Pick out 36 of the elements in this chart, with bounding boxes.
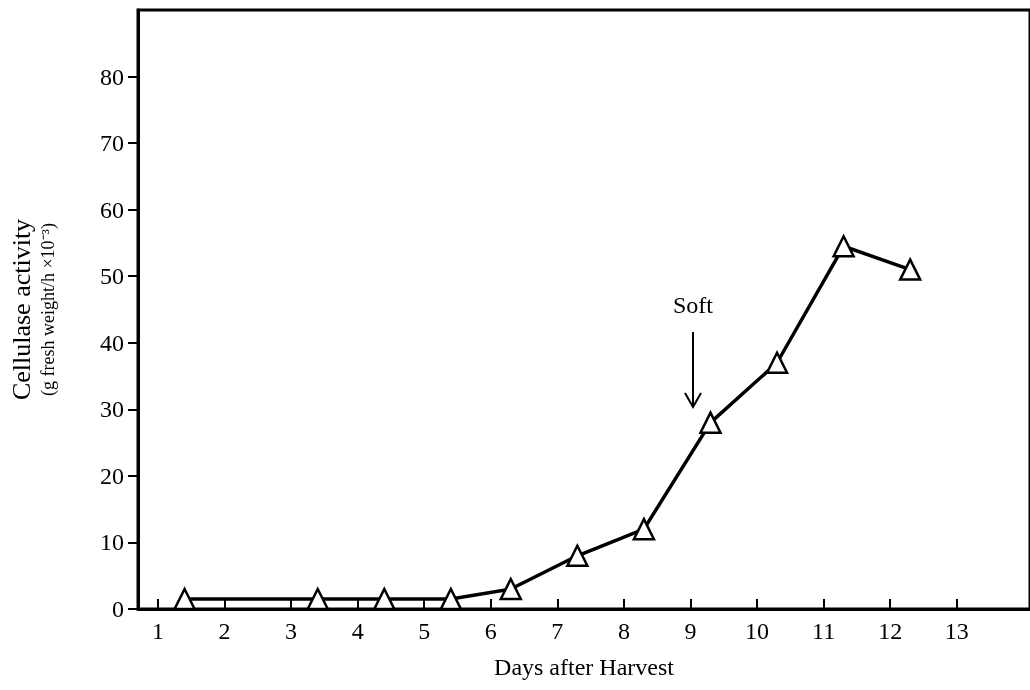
y-tick-label: 50 [100, 263, 124, 290]
point [439, 587, 463, 611]
y-tick-label: 80 [100, 63, 124, 90]
point [699, 411, 722, 434]
y-tick-label: 30 [100, 396, 124, 423]
point [499, 577, 523, 601]
point [832, 235, 855, 258]
y-tick-label: 70 [100, 130, 124, 157]
point [898, 258, 922, 281]
x-tick-label: 13 [944, 618, 969, 644]
y-tick-label: 10 [100, 529, 124, 556]
x-axis-title: Days after Harvest [494, 654, 675, 680]
y-tick-label: 60 [100, 196, 124, 223]
y-tick-label: 20 [100, 462, 124, 489]
x-tick-label: 12 [878, 618, 903, 644]
x-tick-label: 7 [551, 618, 564, 644]
annotation: Soft [672, 292, 714, 319]
point [566, 544, 589, 568]
point [765, 351, 789, 374]
y-tick-label: 40 [100, 329, 124, 356]
x-tick-label: 9 [684, 618, 697, 644]
x-tick-label: 3 [285, 618, 298, 644]
x-tick-label: 10 [745, 618, 770, 644]
point [306, 587, 329, 611]
point [373, 587, 396, 611]
y-axis-title: Cellulase activity (g fresh weight/h ×10⁻³) [6, 218, 59, 401]
x-tick-label: 5 [418, 618, 431, 644]
point [632, 517, 656, 541]
x-tick-label: 8 [617, 618, 630, 644]
x-tick-label: 1 [151, 618, 164, 644]
y-tick-label: 0 [112, 596, 124, 622]
x-tick-label: 6 [484, 618, 497, 644]
x-tick-label: 4 [351, 618, 364, 644]
x-tick-label: 11 [812, 618, 836, 644]
point [173, 587, 196, 611]
x-tick-label: 2 [218, 618, 231, 644]
